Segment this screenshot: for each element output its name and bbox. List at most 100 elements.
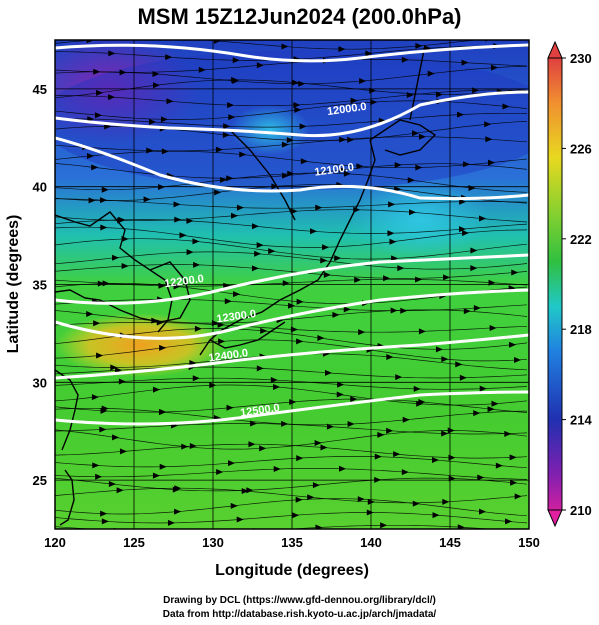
streamline-arrow (215, 146, 223, 153)
streamline (55, 40, 479, 50)
streamline-arrow (250, 420, 258, 427)
streamline-arrow (412, 500, 420, 507)
streamline-arrow (173, 283, 181, 290)
streamline-arrow (95, 473, 103, 480)
streamline-arrow (194, 325, 202, 332)
streamline-arrow (314, 440, 322, 447)
streamline-arrow (359, 78, 367, 85)
streamline-arrow (485, 136, 493, 143)
credits-line-data: Data from http://database.rish.kyoto-u.a… (162, 609, 437, 620)
streamline-arrow (217, 321, 225, 328)
streamline-arrow (214, 189, 222, 196)
streamline-arrow (281, 141, 289, 148)
streamline-arrow (401, 469, 409, 476)
streamline-arrow (93, 68, 101, 75)
streamline-arrow (290, 208, 298, 215)
streamline-arrow (326, 423, 334, 430)
streamline-arrow (510, 479, 518, 486)
streamline-arrow (233, 291, 241, 298)
streamline-arrow (166, 98, 174, 105)
streamline-arrow (152, 472, 160, 479)
y-tick-label: 40 (33, 180, 47, 195)
streamline-arrow (432, 512, 440, 519)
streamline-arrow (241, 488, 249, 495)
streamline-arrow (100, 224, 108, 231)
streamline-arrow (292, 512, 300, 519)
gridlines (55, 40, 529, 529)
streamline-arrow (97, 280, 105, 287)
colorbar-tick-label: 210 (570, 503, 592, 518)
streamline-arrow (357, 496, 365, 503)
streamline-arrow (505, 518, 513, 525)
streamline-arrow (251, 223, 259, 230)
streamline-arrow (370, 99, 378, 106)
streamline-arrow (402, 416, 410, 423)
streamline-arrow (393, 451, 401, 458)
streamline-arrow (86, 40, 94, 44)
colorbar-ticks: 230 226 222 218 214 210 (562, 51, 592, 518)
streamline-arrow (116, 487, 124, 494)
streamline-arrow (296, 455, 304, 462)
streamline-arrow (91, 164, 99, 171)
y-tick-label: 30 (33, 375, 47, 390)
streamline-arrow (455, 361, 463, 368)
streamline-arrow (260, 327, 268, 334)
streamline-arrow (100, 197, 108, 204)
contour-label: 12300.0 (216, 308, 257, 325)
colorbar-tick-label: 230 (570, 51, 592, 66)
colorbar-bar (547, 57, 563, 511)
streamline-arrow (160, 116, 168, 123)
streamline-arrow (112, 254, 120, 261)
streamline-arrow (165, 54, 173, 61)
streamline-arrow (287, 170, 295, 177)
x-tick-label: 125 (123, 535, 145, 550)
streamline-arrow (295, 496, 303, 503)
streamline-arrow (192, 238, 200, 245)
streamline-arrow (489, 324, 497, 331)
streamline-arrow (320, 257, 328, 264)
streamline-arrow (153, 386, 161, 393)
x-axis-label: Longitude (degrees) (215, 562, 369, 579)
streamline-arrow (365, 50, 373, 57)
streamline-arrow (231, 76, 239, 83)
streamline-arrow (108, 481, 116, 488)
streamline-arrow (484, 121, 492, 128)
streamline-arrow (457, 111, 465, 118)
streamline-arrow (338, 46, 346, 53)
credits-line-drawing: Drawing by DCL (https://www.gfd-dennou.o… (163, 595, 436, 606)
colorbar-tick-label: 214 (570, 413, 592, 428)
streamline-arrow (397, 265, 405, 272)
streamline-arrow (322, 244, 330, 251)
contour-12300 (55, 288, 529, 340)
x-axis-ticks: 120 125 130 135 140 145 150 (44, 535, 540, 550)
streamline-arrow (347, 420, 355, 427)
streamline-arrow (415, 276, 423, 283)
streamline-arrow (441, 356, 449, 363)
streamline-arrow (101, 405, 109, 412)
streamline-arrow (427, 70, 435, 77)
streamline-arrow (374, 453, 382, 460)
streamline-arrow (470, 265, 478, 272)
colorbar-tick-label: 218 (570, 322, 592, 337)
streamline-arrow (294, 106, 302, 113)
streamline-arrow (491, 64, 499, 71)
streamline-arrow (248, 441, 256, 448)
streamline-arrow (315, 204, 323, 211)
streamline-arrow (377, 431, 385, 438)
warm-core (55, 313, 225, 377)
streamline-arrow (477, 474, 485, 481)
streamline-arrow (189, 443, 197, 450)
streamline-arrow (213, 40, 221, 44)
streamline-arrow (256, 242, 264, 249)
streamline-arrow (174, 216, 182, 223)
streamline-arrow (509, 454, 517, 461)
streamline-arrow (337, 381, 345, 388)
streamline-arrow (479, 385, 487, 392)
y-axis-label: Latitude (degrees) (5, 215, 22, 354)
streamline-arrow (312, 482, 320, 489)
streamline-arrow (343, 170, 351, 177)
streamline-arrow (226, 404, 234, 411)
streamline-arrow (296, 338, 304, 345)
x-tick-label: 135 (281, 535, 303, 550)
